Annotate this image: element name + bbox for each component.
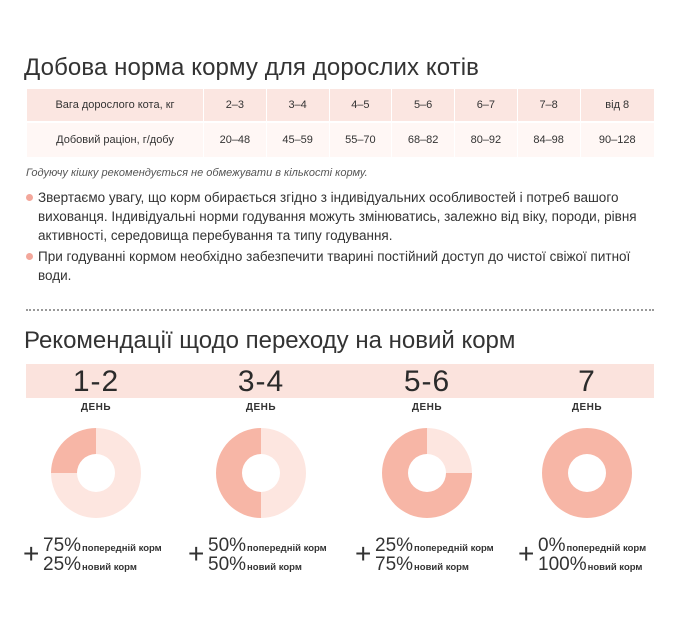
mix-donut-7 <box>542 428 632 518</box>
ration-cell: 84–98 <box>516 121 580 157</box>
weight-cell: 2–3 <box>203 89 267 122</box>
stage-days-5-6: 5-6 ДЕНЬ <box>372 365 482 414</box>
feeding-table: Вага дорослого кота, кг 2–3 3–4 4–5 5–6 … <box>26 89 654 157</box>
prev-percent: 0% <box>538 535 566 556</box>
advice-text: При годуванні кормом необхідно забезпечи… <box>38 249 631 283</box>
ration-cell: 80–92 <box>454 121 518 157</box>
bullet-dot-icon <box>26 253 33 260</box>
advice-item: При годуванні кормом необхідно забезпечи… <box>26 247 654 285</box>
ration-row: Добовий раціон, г/добу 20–48 45–59 55–70… <box>26 121 654 157</box>
stage-days-3-4: 3-4 ДЕНЬ <box>206 365 316 414</box>
stage-day-label: ДЕНЬ <box>80 402 112 413</box>
new-percent: 100% <box>538 554 587 575</box>
nursing-cat-note: Годуючу кішку рекомендується не обмежува… <box>26 167 368 179</box>
mix-legend-7: + 0%попередній корм 100%новий корм <box>518 536 678 576</box>
new-percent: 25% <box>43 554 82 575</box>
prev-food-label: попередній корм <box>247 543 327 554</box>
mix-donut-1-2 <box>51 428 141 518</box>
weight-cell: 3–4 <box>265 89 329 122</box>
mix-legend-5-6: + 25%попередній корм 75%новий корм <box>355 536 515 576</box>
plus-sign: + <box>23 538 40 569</box>
plus-sign: + <box>355 538 372 569</box>
advice-item: Звертаємо увагу, що корм обирається згід… <box>26 188 654 245</box>
plus-sign: + <box>518 538 535 569</box>
new-food-label: новий корм <box>247 562 302 573</box>
stage-days-number: 7 <box>578 365 596 398</box>
stage-day-label: ДЕНЬ <box>245 402 277 413</box>
plus-sign: + <box>188 538 205 569</box>
prev-food-label: попередній корм <box>82 543 162 554</box>
bullet-dot-icon <box>26 194 33 201</box>
prev-food-slice <box>51 428 141 518</box>
stage-days-number: 3-4 <box>237 365 285 398</box>
stage-day-label: ДЕНЬ <box>411 402 443 413</box>
ration-cell: 45–59 <box>265 121 329 157</box>
weight-cell: 4–5 <box>328 89 392 122</box>
new-percent: 75% <box>375 554 414 575</box>
stage-days-7: 7 ДЕНЬ <box>532 365 642 414</box>
weight-row: Вага дорослого кота, кг 2–3 3–4 4–5 5–6 … <box>26 89 654 122</box>
stage-day-label: ДЕНЬ <box>571 402 603 413</box>
transition-title: Рекомендації щодо переходу на новий корм <box>24 327 516 354</box>
mix-legend-3-4: + 50%попередній корм 50%новий корм <box>188 536 348 576</box>
prev-food-slice <box>261 428 306 518</box>
prev-food-label: попередній корм <box>566 543 647 554</box>
ration-row-label: Добовий раціон, г/добу <box>26 121 204 157</box>
weight-cell: 5–6 <box>391 89 455 122</box>
section-divider <box>26 309 654 311</box>
weight-row-label: Вага дорослого кота, кг <box>26 89 204 122</box>
new-food-slice <box>51 428 96 473</box>
weight-cell: 6–7 <box>454 89 518 122</box>
prev-food-slice <box>427 428 472 473</box>
ration-cell: 55–70 <box>328 121 392 157</box>
new-food-slice <box>382 428 472 518</box>
advice-list: Звертаємо увагу, що корм обирається згід… <box>26 188 654 287</box>
prev-percent: 75% <box>43 535 82 556</box>
feeding-norm-title: Добова норма корму для дорослих котів <box>24 54 479 81</box>
new-food-slice <box>215 428 261 518</box>
mix-donut-3-4 <box>215 428 306 518</box>
days-band <box>26 364 654 398</box>
ration-cell: 90–128 <box>579 121 654 157</box>
stage-days-1-2: 1-2 ДЕНЬ <box>41 365 151 414</box>
mix-legend-1-2: + 75%попередній корм 25%новий корм <box>23 536 183 576</box>
advice-text: Звертаємо увагу, що корм обирається згід… <box>38 190 637 243</box>
weight-cell: 7–8 <box>516 89 580 122</box>
ration-cell: 68–82 <box>391 121 455 157</box>
prev-percent: 50% <box>208 535 247 556</box>
prev-percent: 25% <box>375 535 414 556</box>
new-food-label: новий корм <box>414 562 469 573</box>
weight-cell: від 8 <box>579 89 654 122</box>
ration-cell: 20–48 <box>203 121 267 157</box>
new-food-slice <box>542 428 632 518</box>
stage-days-number: 1-2 <box>72 365 120 398</box>
mix-donut-5-6 <box>382 428 472 518</box>
prev-food-label: попередній корм <box>414 543 494 554</box>
new-percent: 50% <box>208 554 247 575</box>
new-food-label: новий корм <box>82 562 137 573</box>
stage-days-number: 5-6 <box>403 365 451 398</box>
new-food-label: новий корм <box>587 562 643 573</box>
